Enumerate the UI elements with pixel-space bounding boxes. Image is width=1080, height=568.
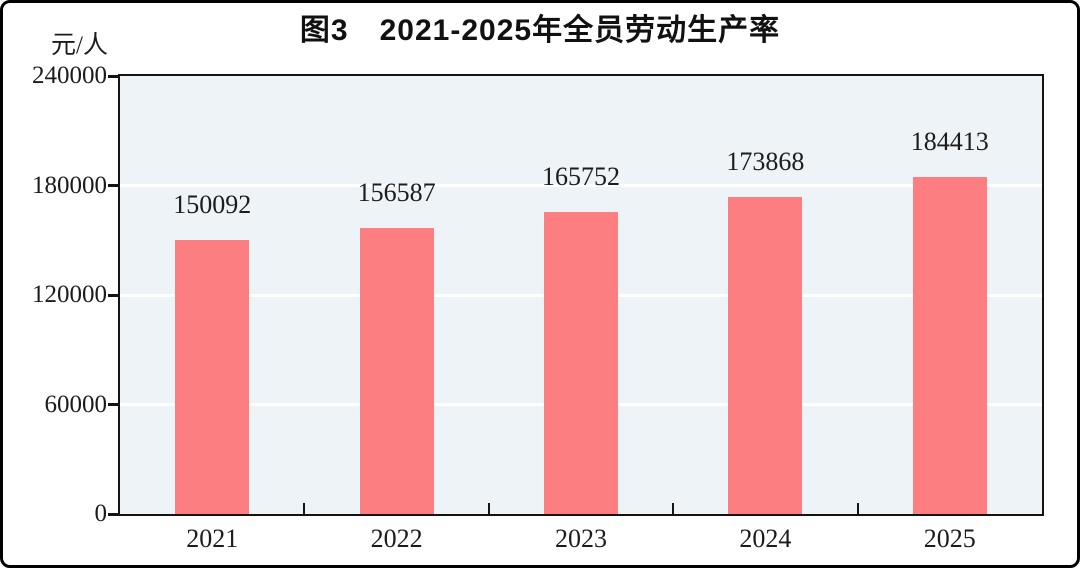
- y-tick-mark-180000: [108, 184, 118, 187]
- bar-2021: [175, 240, 250, 514]
- bar-value-label-2025: 184413: [910, 127, 989, 157]
- y-tick-mark-120000: [108, 293, 118, 297]
- bar-2023: [544, 211, 618, 514]
- x-category-label-2024: 2024: [739, 524, 792, 553]
- y-tick-mark-240000: [108, 74, 118, 78]
- x-tick-mark-4: [856, 503, 859, 514]
- plot-area: 150092 156587 165752 173868 184413: [118, 74, 1044, 516]
- x-tick-mark-2: [487, 503, 490, 514]
- y-tick-mark-0: [108, 512, 118, 516]
- x-tick-mark-1: [303, 503, 306, 514]
- x-category-label-2025: 2025: [923, 524, 976, 553]
- bar-value-label-2024: 173868: [726, 146, 805, 176]
- x-category-label-2023: 2023: [555, 524, 607, 553]
- bar-2025: [912, 177, 987, 514]
- y-tick-label-120000: 120000: [32, 281, 107, 308]
- bar-2024: [728, 196, 803, 514]
- gridline-180000: [120, 184, 1042, 187]
- y-axis-unit-label: 元/人: [51, 32, 108, 59]
- y-tick-mark-60000: [108, 403, 118, 406]
- bar-value-label-2022: 156587: [357, 178, 436, 208]
- chart-title: 图3 2021-2025年全员劳动生产率: [299, 14, 781, 47]
- bar-2022: [359, 228, 434, 514]
- y-tick-label-60000: 60000: [44, 390, 108, 418]
- y-tick-label-0: 0: [94, 500, 108, 527]
- y-tick-label-240000: 240000: [32, 62, 107, 89]
- x-category-label-2022: 2022: [370, 524, 423, 553]
- x-tick-mark-3: [672, 503, 675, 514]
- plot-inner: 150092 156587 165752 173868 184413: [120, 76, 1042, 514]
- y-tick-label-180000: 180000: [32, 171, 107, 199]
- bar-value-label-2021: 150092: [173, 190, 252, 220]
- bar-value-label-2023: 165752: [542, 161, 620, 191]
- x-category-label-2021: 2021: [186, 524, 239, 553]
